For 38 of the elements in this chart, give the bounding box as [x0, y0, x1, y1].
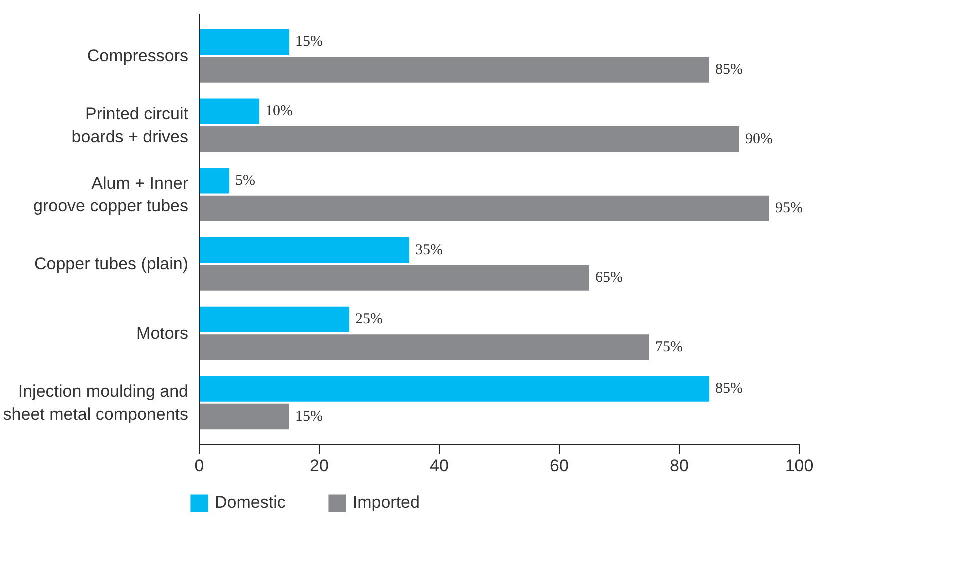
- legend-label: Imported: [352, 493, 420, 513]
- bar: [200, 404, 290, 430]
- bar: [200, 29, 290, 56]
- bar: [200, 265, 590, 291]
- data-label: 15%: [296, 408, 323, 425]
- x-tick-label: 40: [430, 456, 449, 476]
- x-tick-label: 20: [310, 456, 329, 476]
- data-label: 5%: [236, 172, 256, 189]
- bar: [200, 196, 770, 222]
- x-tick-label: 80: [670, 456, 689, 476]
- bar: [200, 237, 410, 264]
- x-tick-label: 60: [550, 456, 569, 476]
- data-label: 15%: [296, 34, 323, 50]
- data-label: 85%: [716, 381, 743, 398]
- bar: [200, 376, 710, 402]
- data-label: 25%: [356, 312, 383, 328]
- data-label: 90%: [746, 131, 773, 148]
- bar: [200, 306, 350, 332]
- bar: [200, 126, 740, 152]
- data-label: 75%: [656, 339, 683, 356]
- x-tick-label: 100: [785, 456, 814, 476]
- data-label: 65%: [596, 270, 623, 286]
- bar: [200, 168, 230, 194]
- data-label: 95%: [776, 200, 803, 217]
- y-tick-label: Copper tubes (plain): [34, 254, 188, 274]
- data-label: 85%: [716, 62, 743, 78]
- y-tick-label: Printed circuit boards + drives: [72, 104, 189, 146]
- y-tick-label: Compressors: [87, 46, 189, 66]
- bar: [200, 334, 650, 360]
- legend-label: Domestic: [215, 493, 286, 513]
- data-label: 10%: [266, 104, 293, 120]
- y-tick-label: Motors: [136, 324, 189, 344]
- x-tick-label: 0: [194, 456, 204, 476]
- bar: [200, 98, 260, 124]
- y-tick-label: Injection moulding and sheet metal components: [3, 382, 189, 424]
- data-label: 35%: [416, 242, 443, 258]
- y-tick-label: Alum + Inner groove copper tubes: [34, 174, 189, 216]
- bar: [200, 57, 710, 83]
